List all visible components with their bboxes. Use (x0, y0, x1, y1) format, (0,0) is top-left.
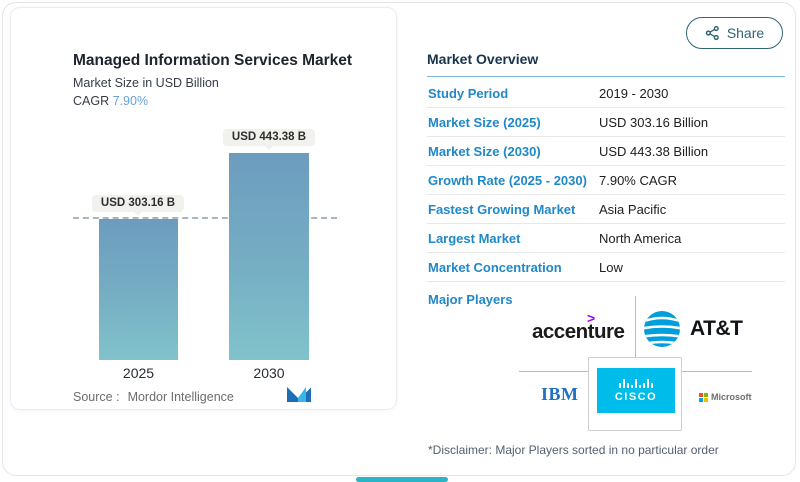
row-value: USD 303.16 Billion (599, 115, 709, 130)
players-vertical-connector (635, 296, 636, 357)
overview-row-market-size-2025: Market Size (2025) USD 303.16 Billion (427, 108, 785, 137)
row-value: 2019 - 2030 (599, 86, 669, 101)
mordor-intelligence-logo-icon (287, 387, 311, 402)
row-label: Study Period (428, 86, 509, 101)
cisco-bridge-icon (619, 378, 653, 388)
x-axis-label-2030: 2030 (253, 365, 285, 381)
row-label: Market Concentration (428, 260, 562, 275)
horizontal-scrollbar-thumb[interactable] (356, 477, 448, 482)
microsoft-logo: Microsoft (699, 392, 752, 402)
source-line: Source : Mordor Intelligence (73, 390, 234, 404)
overview-heading-underline (427, 76, 785, 77)
row-label: Fastest Growing Market (428, 202, 576, 217)
x-axis-label-2025: 2025 (122, 365, 155, 381)
row-value: USD 443.38 Billion (599, 144, 709, 159)
bar-2030[interactable] (229, 153, 309, 360)
cagr-line: CAGR 7.90% (73, 94, 148, 108)
chart-title: Managed Information Services Market (73, 52, 353, 69)
att-logo: AT&T (643, 310, 743, 348)
overview-row-study-period: Study Period 2019 - 2030 (427, 79, 785, 108)
players-horizontal-connector-left (519, 371, 588, 372)
overview-row-growth-rate: Growth Rate (2025 - 2030) 7.90% CAGR (427, 166, 785, 195)
bar-value-label-2030: USD 443.38 B (222, 129, 316, 146)
microsoft-wordmark: Microsoft (711, 392, 752, 402)
microsoft-squares-icon (699, 392, 708, 402)
overview-row-fastest-growing-market: Fastest Growing Market Asia Pacific (427, 195, 785, 224)
row-value: 7.90% CAGR (599, 173, 678, 188)
att-globe-icon (644, 311, 680, 347)
bar-2025[interactable] (99, 219, 178, 360)
overview-row-market-size-2030: Market Size (2030) USD 443.38 Billion (427, 137, 785, 166)
overview-row-largest-market: Largest Market North America (427, 224, 785, 253)
cagr-value: 7.90% (112, 94, 149, 108)
cisco-logo-card: CISCO (588, 357, 682, 431)
share-icon (705, 25, 719, 41)
row-label: Largest Market (428, 231, 521, 246)
accenture-wordmark: accenture (532, 320, 625, 343)
chart-subtitle: Market Size in USD Billion (73, 76, 219, 90)
bar-value-label-2025: USD 303.16 B (91, 195, 185, 212)
ibm-logo: IBM (541, 384, 579, 404)
disclaimer-text: *Disclaimer: Major Players sorted in no … (428, 443, 719, 457)
row-value: North America (599, 231, 682, 246)
row-label: Market Size (2030) (428, 144, 541, 159)
accenture-logo: accenture > (532, 310, 625, 344)
row-value: Asia Pacific (599, 202, 667, 217)
chart-panel: Managed Information Services Market Mark… (10, 7, 397, 410)
source-label: Source : (73, 390, 120, 404)
accenture-greater-than-icon: > (587, 310, 595, 326)
overview-row-market-concentration: Market Concentration Low (427, 253, 785, 282)
reference-dashed-line (73, 217, 337, 219)
players-horizontal-connector-right (682, 371, 752, 372)
cisco-logo: CISCO (597, 368, 675, 413)
overview-table: Study Period 2019 - 2030 Market Size (20… (427, 79, 785, 282)
source-name: Mordor Intelligence (127, 390, 234, 404)
share-button[interactable]: Share (686, 17, 783, 49)
share-button-label: Share (726, 25, 765, 41)
row-label: Market Size (2025) (428, 115, 541, 130)
overview-heading: Market Overview (427, 51, 539, 67)
cisco-wordmark: CISCO (614, 390, 658, 403)
att-wordmark: AT&T (690, 317, 743, 340)
row-label: Growth Rate (2025 - 2030) (428, 173, 587, 188)
cagr-label: CAGR (73, 94, 110, 108)
major-players-label: Major Players (428, 292, 513, 307)
row-value: Low (599, 260, 623, 275)
